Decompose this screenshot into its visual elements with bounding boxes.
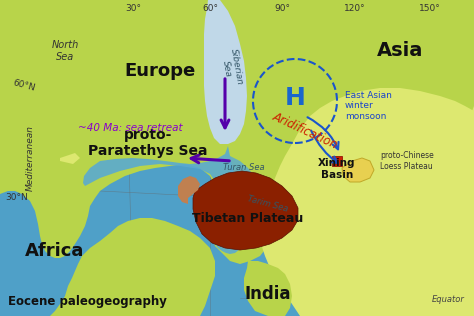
Text: Tibetan Plateau: Tibetan Plateau bbox=[192, 212, 304, 226]
Text: proto-
Paratethys Sea: proto- Paratethys Sea bbox=[88, 128, 208, 158]
Text: Africa: Africa bbox=[25, 242, 85, 260]
Polygon shape bbox=[0, 0, 474, 264]
Text: 60°: 60° bbox=[202, 4, 218, 13]
Polygon shape bbox=[193, 171, 298, 250]
Polygon shape bbox=[83, 146, 246, 254]
Text: 150°: 150° bbox=[419, 4, 441, 13]
Polygon shape bbox=[244, 261, 292, 316]
Text: Europe: Europe bbox=[124, 62, 196, 80]
Polygon shape bbox=[230, 156, 258, 211]
Text: ~40 Ma: sea retreat: ~40 Ma: sea retreat bbox=[78, 123, 182, 133]
Text: Mediterranean: Mediterranean bbox=[26, 125, 35, 191]
Text: Aridification: Aridification bbox=[270, 110, 340, 152]
Text: 90°: 90° bbox=[274, 4, 290, 13]
Text: India: India bbox=[245, 285, 291, 303]
Text: 60°N: 60°N bbox=[12, 79, 36, 93]
Bar bbox=[332, 156, 342, 166]
Polygon shape bbox=[55, 131, 72, 142]
Polygon shape bbox=[60, 153, 80, 164]
Text: Asia: Asia bbox=[377, 41, 423, 60]
Polygon shape bbox=[0, 218, 215, 316]
Text: 120°: 120° bbox=[344, 4, 366, 13]
Polygon shape bbox=[250, 198, 278, 221]
Text: Xining
Basin: Xining Basin bbox=[318, 158, 356, 179]
Text: Siberian
Sea: Siberian Sea bbox=[219, 48, 245, 88]
Text: Eocene paleogeography: Eocene paleogeography bbox=[8, 295, 167, 308]
Text: 30°: 30° bbox=[125, 4, 141, 13]
Polygon shape bbox=[204, 0, 247, 144]
Text: East Asian
winter
monsoon: East Asian winter monsoon bbox=[345, 91, 392, 121]
Polygon shape bbox=[30, 86, 60, 111]
Text: proto-Chinese
Loess Plateau: proto-Chinese Loess Plateau bbox=[380, 151, 434, 171]
Text: Equator: Equator bbox=[432, 295, 465, 304]
Polygon shape bbox=[178, 176, 200, 204]
Polygon shape bbox=[258, 0, 474, 316]
Polygon shape bbox=[18, 116, 32, 126]
Polygon shape bbox=[342, 158, 374, 182]
Text: H: H bbox=[284, 86, 305, 110]
Text: North
Sea: North Sea bbox=[51, 40, 79, 62]
Text: Tarim Sea: Tarim Sea bbox=[247, 194, 289, 214]
Text: Turan Sea: Turan Sea bbox=[223, 163, 265, 173]
Polygon shape bbox=[390, 0, 474, 266]
Text: 30°N: 30°N bbox=[5, 193, 28, 203]
